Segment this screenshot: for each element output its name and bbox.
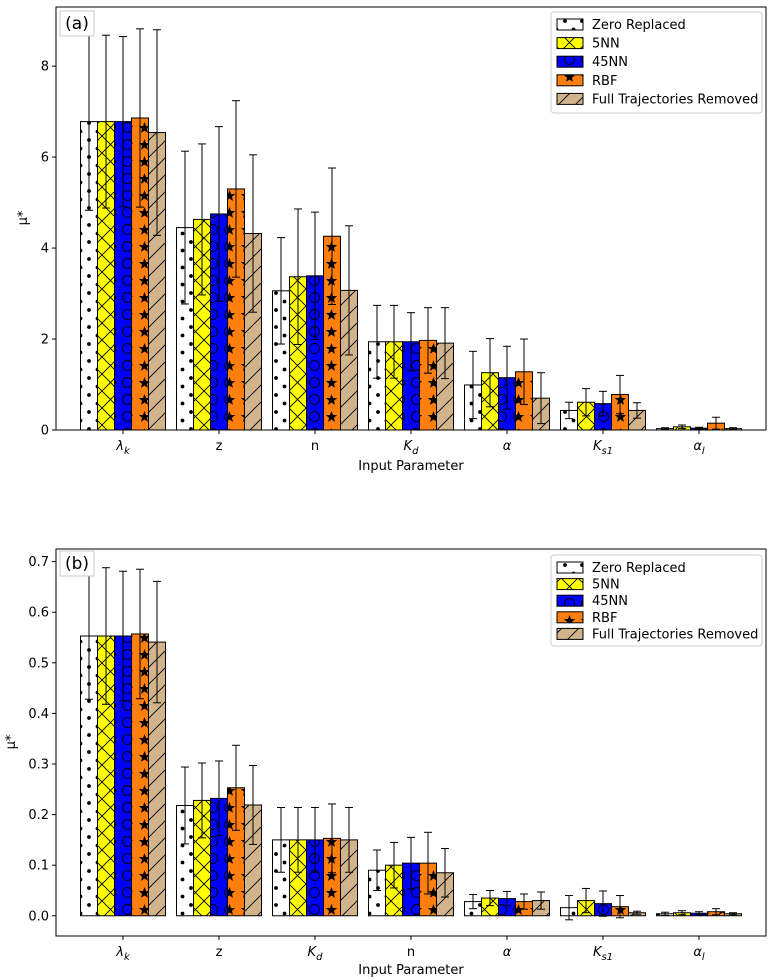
y-tick-label: 0.5 xyxy=(28,656,49,671)
legend-swatch-nn45 xyxy=(556,55,584,68)
legend-swatch-zero xyxy=(556,561,584,574)
x-tick-label: n xyxy=(407,945,415,960)
chart-panel-a: 0 2 4 6 8 λk z n Kd α Ks1 αl Input Parameter μ* (a… xyxy=(16,6,767,474)
legend-swatch-rbf xyxy=(556,611,584,624)
legend-swatch-nn45 xyxy=(556,594,584,607)
x-tick-label: α xyxy=(503,945,512,960)
x-tick-label: Ks1 xyxy=(593,945,613,963)
x-tick-label: Kd xyxy=(404,439,420,457)
y-axis-label: μ* xyxy=(16,210,31,225)
legend-label: Full Trajectories Removed xyxy=(592,92,758,107)
legend-swatch-nn5 xyxy=(556,578,584,591)
legend-label: Full Trajectories Removed xyxy=(592,627,758,642)
y-axis-ticks: 0 2 4 6 8 xyxy=(41,60,56,439)
x-tick-label: Ks1 xyxy=(593,439,613,457)
y-tick-label: 8 xyxy=(41,60,49,75)
panel-label: (a) xyxy=(65,14,89,34)
legend-swatch-nn5 xyxy=(556,37,584,50)
panel-label-box xyxy=(59,10,95,37)
y-tick-label: 4 xyxy=(41,242,49,257)
y-axis-ticks: 0.0 0.1 0.2 0.3 0.4 0.5 0.6 0.7 xyxy=(28,555,56,924)
chart-panel-b: 0.0 0.1 0.2 0.3 0.4 0.5 0.6 0.7 λk z Kd n α Ks1 αl In… xyxy=(4,548,767,978)
x-tick-label: n xyxy=(311,439,319,454)
y-axis-label: μ* xyxy=(4,734,19,749)
legend-frame xyxy=(550,11,763,114)
y-tick-label: 0.1 xyxy=(28,859,49,874)
legend-label: RBF xyxy=(592,74,617,89)
y-tick-label: 0.7 xyxy=(28,555,49,570)
x-tick-label: αl xyxy=(693,945,705,963)
panel-label-box xyxy=(59,550,95,577)
y-tick-label: 0.4 xyxy=(28,707,49,722)
y-tick-label: 0 xyxy=(41,424,49,439)
legend-label: 45NN xyxy=(592,55,628,70)
legend-swatch-rbf xyxy=(556,74,584,87)
legend-swatch-full xyxy=(556,92,584,105)
legend-label: 5NN xyxy=(592,578,620,593)
legend-frame xyxy=(550,554,763,647)
x-tick-label: α xyxy=(503,439,512,454)
x-axis-ticks: λk z n Kd α Ks1 αl xyxy=(115,430,705,457)
y-tick-label: 0.6 xyxy=(28,606,49,621)
bar-group xyxy=(80,567,742,921)
x-tick-label: Kd xyxy=(308,945,324,963)
y-tick-label: 0.2 xyxy=(28,808,49,823)
legend-label: 5NN xyxy=(592,37,620,52)
panel-label: (b) xyxy=(65,554,89,574)
x-tick-label: λk xyxy=(115,945,131,963)
legend-label: Zero Replaced xyxy=(592,18,686,33)
x-tick-label: z xyxy=(216,439,223,454)
x-tick-label: λk xyxy=(115,439,131,457)
x-axis-ticks: λk z Kd n α Ks1 αl xyxy=(115,936,705,963)
y-tick-label: 6 xyxy=(41,151,49,166)
legend: Zero Replaced 5NN 45NN RBF Full Trajectories… xyxy=(550,11,763,114)
y-tick-label: 0.0 xyxy=(28,909,49,924)
legend-label: 45NN xyxy=(592,594,628,609)
y-tick-label: 0.3 xyxy=(28,758,49,773)
legend-swatch-full xyxy=(556,627,584,640)
legend-swatch-zero xyxy=(556,18,584,31)
x-tick-label: αl xyxy=(693,439,705,457)
y-tick-label: 2 xyxy=(41,333,49,348)
x-axis-label: Input Parameter xyxy=(358,963,464,978)
bar-group xyxy=(80,28,742,431)
legend-label: RBF xyxy=(592,611,617,626)
legend-label: Zero Replaced xyxy=(592,561,686,576)
x-tick-label: z xyxy=(216,945,223,960)
x-axis-label: Input Parameter xyxy=(358,459,464,474)
